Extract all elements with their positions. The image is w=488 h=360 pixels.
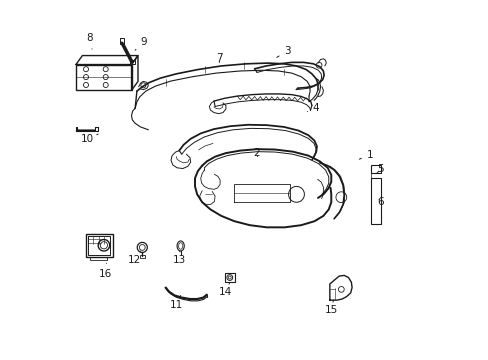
Bar: [224, 273, 234, 282]
Text: 6: 6: [377, 197, 383, 207]
Bar: [88, 235, 110, 255]
Text: 4: 4: [307, 103, 319, 113]
Text: 10: 10: [81, 134, 98, 144]
Text: 7: 7: [216, 53, 222, 63]
Bar: [370, 165, 380, 173]
Text: 2: 2: [253, 148, 260, 158]
Text: 13: 13: [172, 251, 185, 265]
Bar: [370, 178, 380, 224]
Bar: [140, 255, 144, 258]
Bar: [130, 59, 135, 64]
Text: 8: 8: [86, 33, 93, 49]
Text: 15: 15: [324, 300, 337, 315]
Text: 12: 12: [127, 251, 141, 265]
Bar: [89, 257, 106, 260]
Text: 14: 14: [219, 283, 232, 297]
Text: 1: 1: [359, 150, 372, 160]
Text: 5: 5: [376, 164, 383, 174]
Bar: [86, 234, 113, 257]
Bar: [120, 38, 124, 44]
Text: 16: 16: [99, 263, 112, 279]
Text: 3: 3: [276, 46, 290, 57]
Text: 9: 9: [135, 37, 147, 50]
Text: 11: 11: [169, 296, 183, 310]
Bar: [76, 64, 131, 90]
